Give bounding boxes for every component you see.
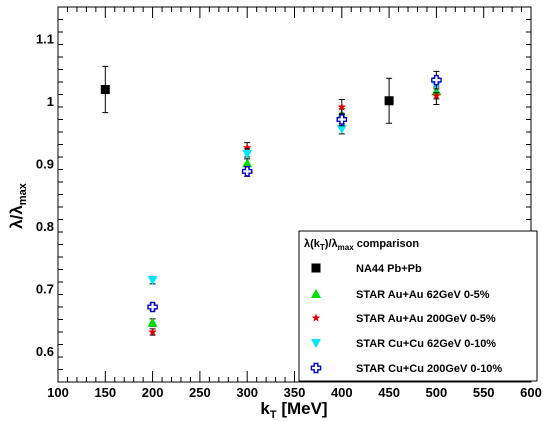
y-tick-label: 0.6 bbox=[36, 344, 54, 359]
x-tick-label: 200 bbox=[142, 385, 164, 400]
data-point bbox=[337, 102, 347, 111]
x-tick-label: 450 bbox=[378, 385, 400, 400]
legend-entries: NA44 Pb+Pb STAR Au+Au 62GeV 0-5% STAR Au+A… bbox=[310, 263, 502, 375]
y-tick-label: 0.8 bbox=[36, 219, 54, 234]
series-4 bbox=[147, 70, 442, 313]
data-markers bbox=[100, 65, 442, 336]
legend-marker bbox=[311, 289, 321, 298]
legend-header: λ(kT)/λmax comparison bbox=[304, 238, 419, 252]
x-tick-label: 300 bbox=[236, 385, 258, 400]
x-tick-label: 350 bbox=[284, 385, 306, 400]
x-tick-label: 550 bbox=[473, 385, 495, 400]
data-point bbox=[431, 74, 442, 86]
tick-labels: 100 150 200 250 300 350 400 450 500 550 600 0.6 0.7 0… bbox=[36, 31, 542, 400]
legend-entry-label: STAR Au+Au 200GeV 0-5% bbox=[356, 313, 496, 325]
data-point bbox=[241, 166, 253, 177]
data-point bbox=[336, 124, 347, 134]
legend-entry-label: STAR Cu+Cu 200GeV 0-10% bbox=[356, 363, 502, 375]
series-0 bbox=[100, 65, 394, 124]
data-point bbox=[432, 91, 441, 100]
x-tick-label: 400 bbox=[331, 385, 353, 400]
legend-box bbox=[298, 230, 538, 382]
x-tick-label: 600 bbox=[520, 385, 542, 400]
legend-entry-label: STAR Cu+Cu 62GeV 0-10% bbox=[356, 338, 496, 350]
y-tick-label: 1 bbox=[47, 94, 54, 109]
x-tick-label: 150 bbox=[94, 385, 116, 400]
x-tick-label: 250 bbox=[189, 385, 211, 400]
data-point bbox=[147, 317, 158, 327]
data-point bbox=[148, 327, 157, 336]
x-tick-label: 500 bbox=[426, 385, 448, 400]
y-axis-title: λ/λmax bbox=[7, 182, 29, 229]
data-point bbox=[242, 149, 253, 159]
x-tick-label: 100 bbox=[47, 385, 69, 400]
legend-marker bbox=[311, 339, 321, 348]
x-axis-title: kT [MeV] bbox=[260, 399, 327, 421]
legend-marker bbox=[311, 263, 321, 273]
data-point bbox=[384, 96, 394, 106]
data-point bbox=[242, 143, 252, 152]
data-point bbox=[147, 276, 158, 286]
legend-entry-label: STAR Au+Au 62GeV 0-5% bbox=[356, 289, 490, 301]
y-tick-label: 0.7 bbox=[36, 281, 54, 296]
data-point bbox=[336, 114, 348, 125]
data-point bbox=[242, 158, 253, 168]
y-tick-label: 0.9 bbox=[36, 156, 54, 171]
y-tick-label: 1.1 bbox=[36, 31, 54, 46]
legend-marker bbox=[311, 313, 321, 322]
legend: λ(kT)/λmax comparison NA44 Pb+Pb STAR Au+… bbox=[298, 230, 538, 382]
legend-marker bbox=[310, 362, 322, 374]
data-point bbox=[100, 85, 110, 94]
data-point bbox=[147, 301, 158, 313]
legend-entry-label: NA44 Pb+Pb bbox=[356, 263, 422, 275]
